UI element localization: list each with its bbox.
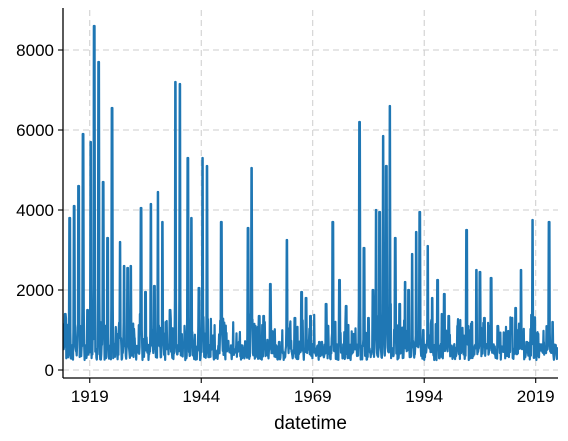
- x-axis-title: datetime: [274, 413, 347, 434]
- y-tick-label-6000: 6000: [16, 121, 54, 140]
- y-tick-label-8000: 8000: [16, 41, 54, 60]
- x-tick-label-2019: 2019: [517, 387, 555, 406]
- x-tick-label-1994: 1994: [405, 387, 443, 406]
- x-tick-label-1919: 1919: [71, 387, 109, 406]
- y-tick-label-0: 0: [45, 361, 54, 380]
- series-layer: [63, 24, 558, 362]
- series-line-value: [63, 24, 558, 362]
- y-tick-label-2000: 2000: [16, 281, 54, 300]
- axes-layer: 1919 1944 1969 1994 2019 0 2000 4000 6000 8000: [16, 8, 558, 406]
- x-tick-label-1944: 1944: [182, 387, 220, 406]
- y-tick-label-4000: 4000: [16, 201, 54, 220]
- x-tick-label-1969: 1969: [294, 387, 332, 406]
